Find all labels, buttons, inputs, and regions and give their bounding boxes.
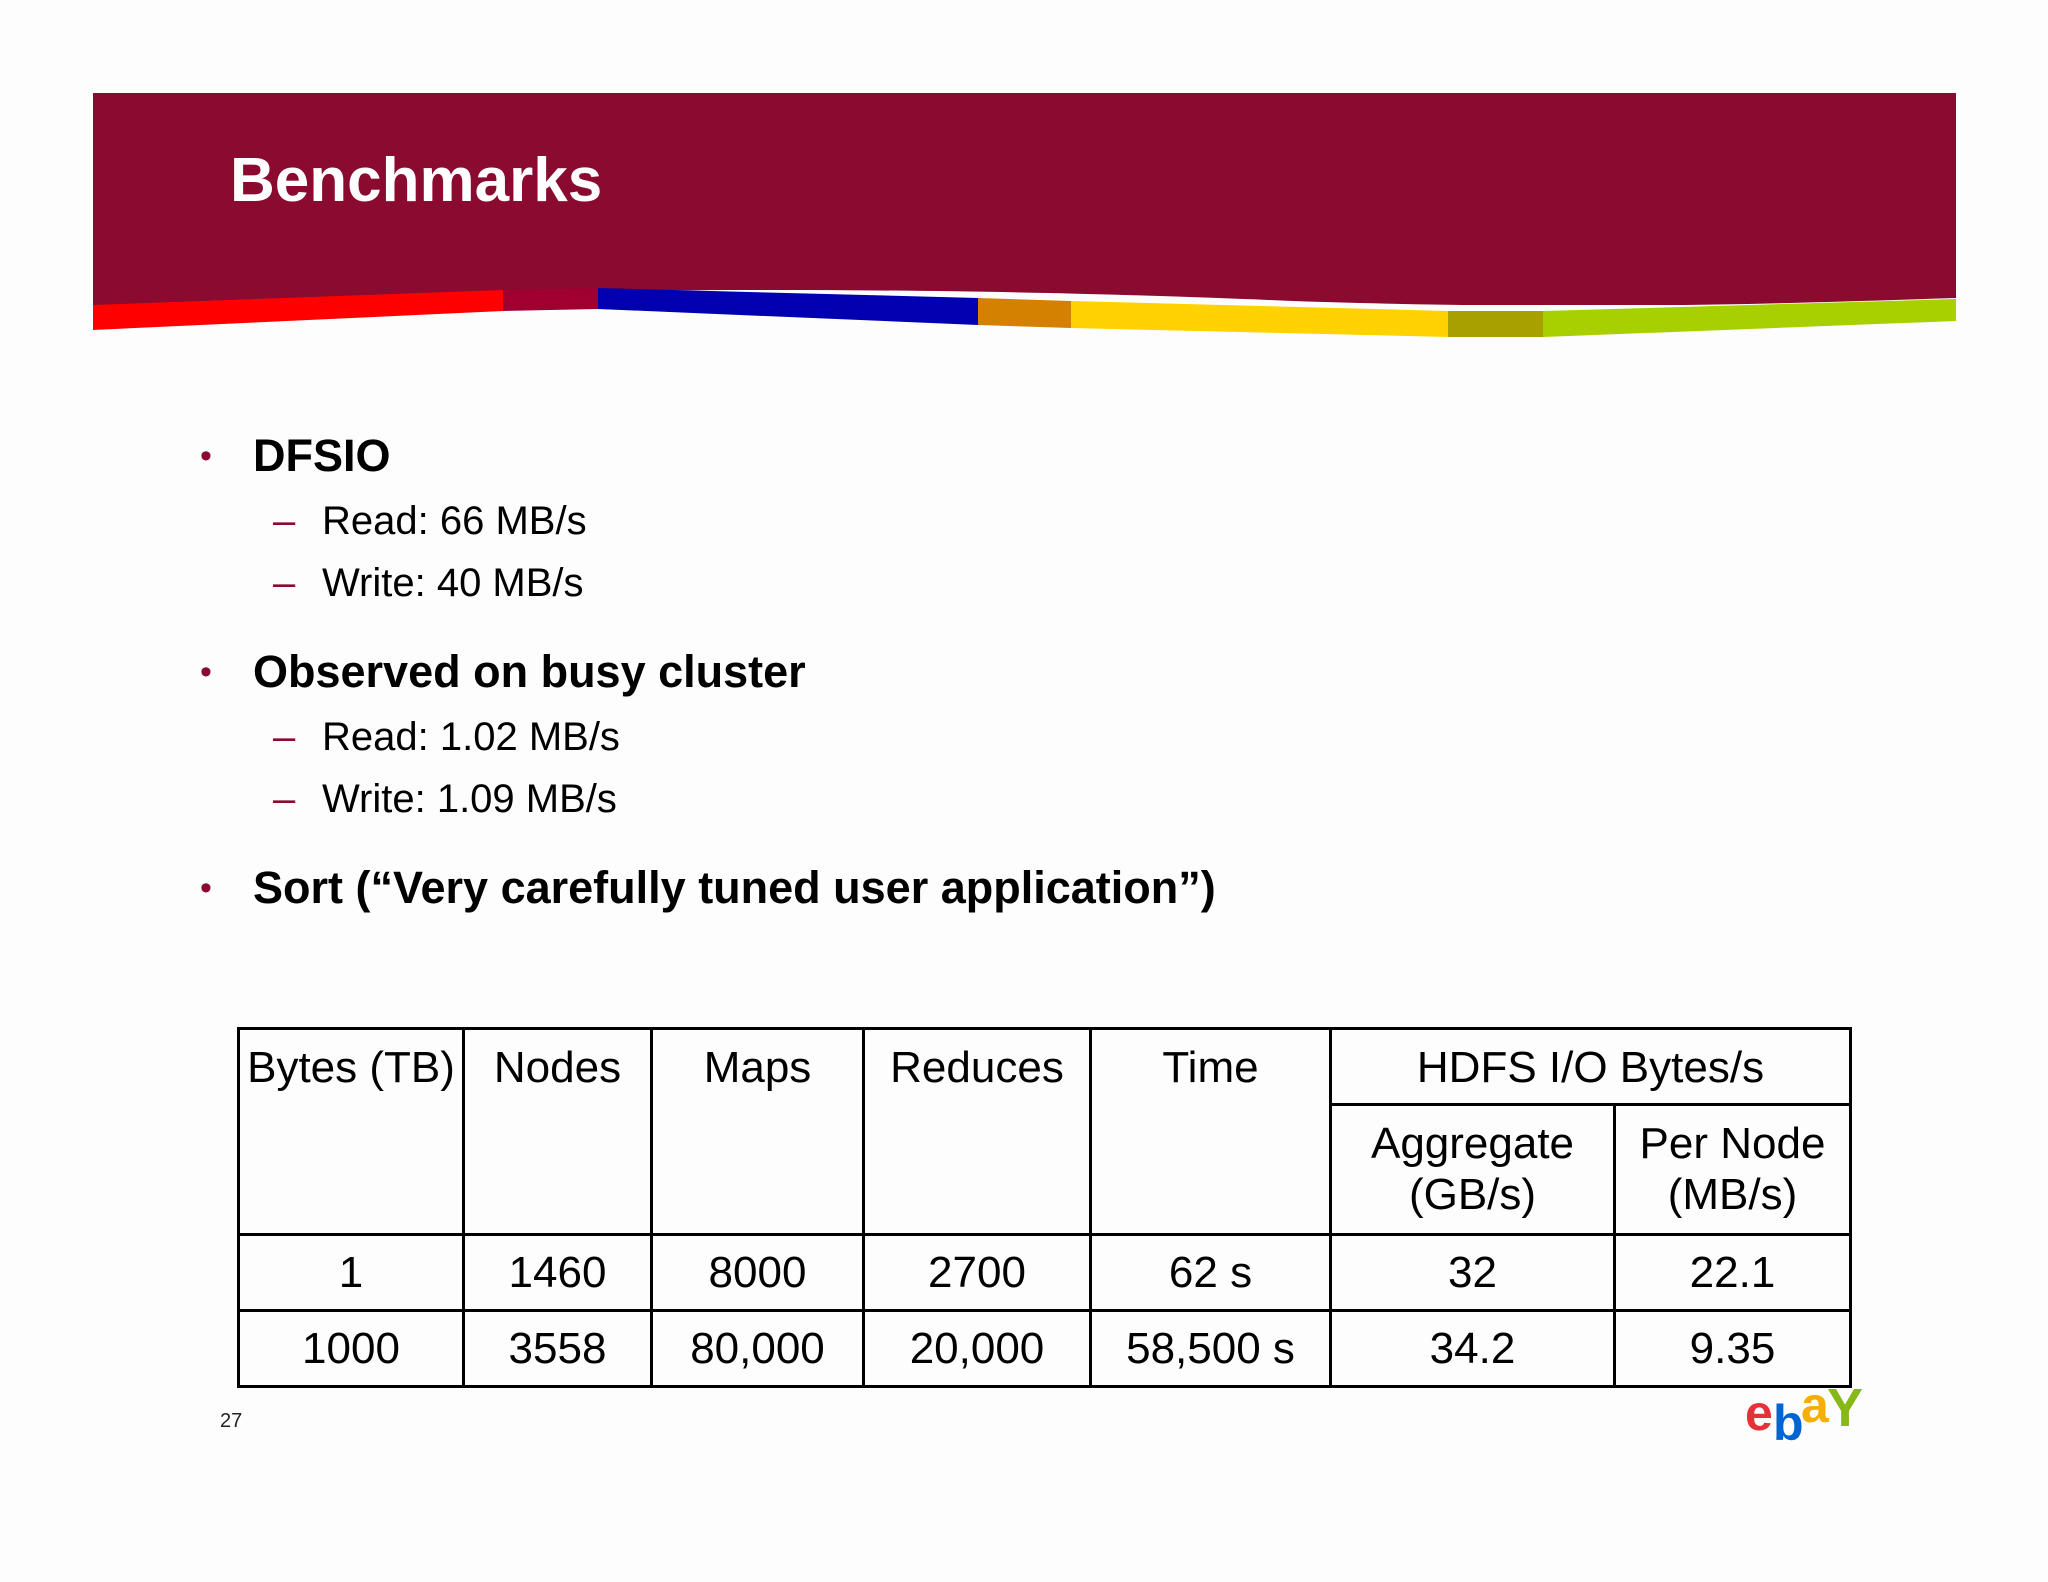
sub-item: – Read: 1.02 MB/s xyxy=(200,714,1700,760)
cell-per-node: 9.35 xyxy=(1613,1309,1852,1388)
table-row: 1 1460 8000 2700 62 s 32 22.1 xyxy=(237,1233,1852,1312)
logo-letter-b: b xyxy=(1773,1395,1804,1444)
cell-aggregate: 34.2 xyxy=(1329,1309,1616,1388)
dash-icon: – xyxy=(273,715,296,759)
stripe-olive xyxy=(1448,311,1543,337)
header-hdfs-group: HDFS I/O Bytes/s xyxy=(1329,1027,1852,1106)
stripe-maroon xyxy=(503,288,598,311)
cell-aggregate: 32 xyxy=(1329,1233,1616,1312)
bullet-item: • Sort (“Very carefully tuned user appli… xyxy=(200,862,1700,914)
dash-icon: – xyxy=(273,561,296,605)
header-bytes: Bytes (TB) xyxy=(237,1027,465,1236)
stripe-orange xyxy=(978,298,1071,328)
header-time: Time xyxy=(1089,1027,1332,1236)
sub-item: – Read: 66 MB/s xyxy=(200,498,1700,544)
bullet-dot-icon: • xyxy=(200,869,212,907)
bullet-dot-icon: • xyxy=(200,653,212,691)
stripe-yellow xyxy=(1071,301,1448,337)
cell-maps: 80,000 xyxy=(650,1309,865,1388)
page-number: 27 xyxy=(220,1410,243,1432)
stripe-red xyxy=(93,290,503,330)
cell-bytes: 1 xyxy=(237,1233,465,1312)
sub-item: – Write: 40 MB/s xyxy=(200,560,1700,606)
header-reduces: Reduces xyxy=(862,1027,1092,1236)
bullet-list: • DFSIO – Read: 66 MB/s – Write: 40 MB/s… xyxy=(200,430,1700,914)
bullet-dot-icon: • xyxy=(200,437,212,475)
header-nodes: Nodes xyxy=(462,1027,653,1236)
benchmark-table: Bytes (TB) Nodes Maps Reduces Time HDFS … xyxy=(237,1027,1852,1388)
cell-time: 62 s xyxy=(1089,1233,1332,1312)
cell-time: 58,500 s xyxy=(1089,1309,1332,1388)
bullet-label: DFSIO xyxy=(253,430,391,481)
sub-item: – Write: 1.09 MB/s xyxy=(200,776,1700,822)
bullet-item: • DFSIO xyxy=(200,430,1700,482)
sub-item-label: Write: 1.09 MB/s xyxy=(322,777,617,821)
cell-reduces: 20,000 xyxy=(862,1309,1092,1388)
table-row: 1000 3558 80,000 20,000 58,500 s 34.2 9.… xyxy=(237,1309,1852,1388)
cell-bytes: 1000 xyxy=(237,1309,465,1388)
logo-letter-y: Y xyxy=(1827,1382,1863,1438)
dash-icon: – xyxy=(273,499,296,543)
bullet-label: Sort (“Very carefully tuned user applica… xyxy=(253,862,1216,913)
sub-item-label: Read: 66 MB/s xyxy=(322,499,587,543)
header-decoration xyxy=(93,93,1956,337)
header-background xyxy=(93,93,1956,305)
dash-icon: – xyxy=(273,777,296,821)
sub-item-label: Read: 1.02 MB/s xyxy=(322,715,620,759)
cell-maps: 8000 xyxy=(650,1233,865,1312)
bullet-label: Observed on busy cluster xyxy=(253,646,806,697)
header-per-node: Per Node (MB/s) xyxy=(1613,1103,1852,1236)
slide-title: Benchmarks xyxy=(230,146,603,215)
logo-letter-a: a xyxy=(1801,1382,1830,1433)
header-band xyxy=(93,93,1956,343)
table-header-row: Bytes (TB) Nodes Maps Reduces Time HDFS … xyxy=(237,1027,1852,1236)
header-aggregate: Aggregate (GB/s) xyxy=(1329,1103,1616,1236)
ebay-logo: e b a Y xyxy=(1745,1382,1863,1444)
cell-nodes: 1460 xyxy=(462,1233,653,1312)
cell-reduces: 2700 xyxy=(862,1233,1092,1312)
logo-letter-e: e xyxy=(1745,1385,1773,1441)
stripe-blue xyxy=(598,288,978,325)
table-subheader-row: Aggregate (GB/s) Per Node (MB/s) xyxy=(239,1103,1852,1236)
bullet-item: • Observed on busy cluster xyxy=(200,646,1700,698)
header-maps: Maps xyxy=(650,1027,865,1236)
sub-item-label: Write: 40 MB/s xyxy=(322,561,584,605)
cell-per-node: 22.1 xyxy=(1613,1233,1852,1312)
stripe-green xyxy=(1543,299,1956,337)
cell-nodes: 3558 xyxy=(462,1309,653,1388)
